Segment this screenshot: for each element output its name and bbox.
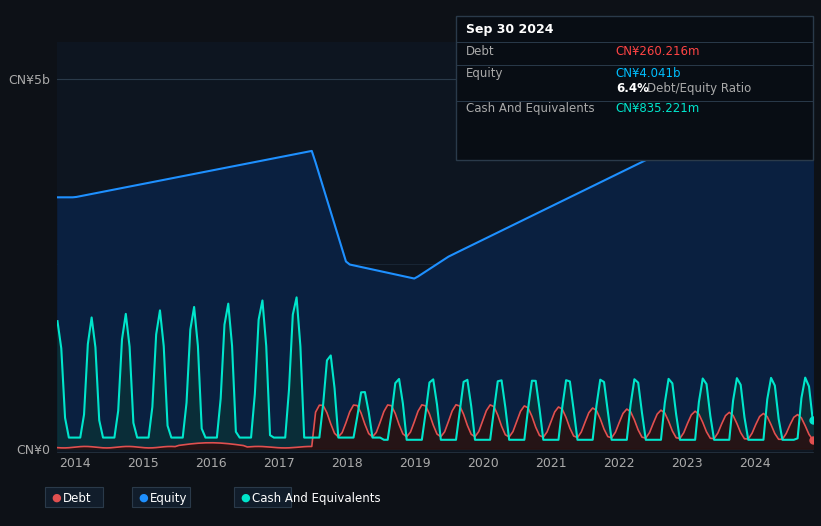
Text: Debt: Debt (63, 492, 92, 504)
Text: Equity: Equity (150, 492, 188, 504)
Text: Cash And Equivalents: Cash And Equivalents (252, 492, 381, 504)
Text: Equity: Equity (466, 67, 503, 80)
Text: CN¥4.041b: CN¥4.041b (616, 67, 681, 80)
Text: 6.4%: 6.4% (616, 82, 649, 95)
Text: Sep 30 2024: Sep 30 2024 (466, 23, 553, 36)
Text: ●: ● (139, 493, 149, 503)
Text: Cash And Equivalents: Cash And Equivalents (466, 102, 594, 115)
Text: CN¥835.221m: CN¥835.221m (616, 102, 700, 115)
Text: ●: ● (241, 493, 250, 503)
Text: ●: ● (52, 493, 62, 503)
Text: Debt: Debt (466, 45, 494, 58)
Text: Debt/Equity Ratio: Debt/Equity Ratio (647, 82, 751, 95)
Text: CN¥260.216m: CN¥260.216m (616, 45, 700, 58)
